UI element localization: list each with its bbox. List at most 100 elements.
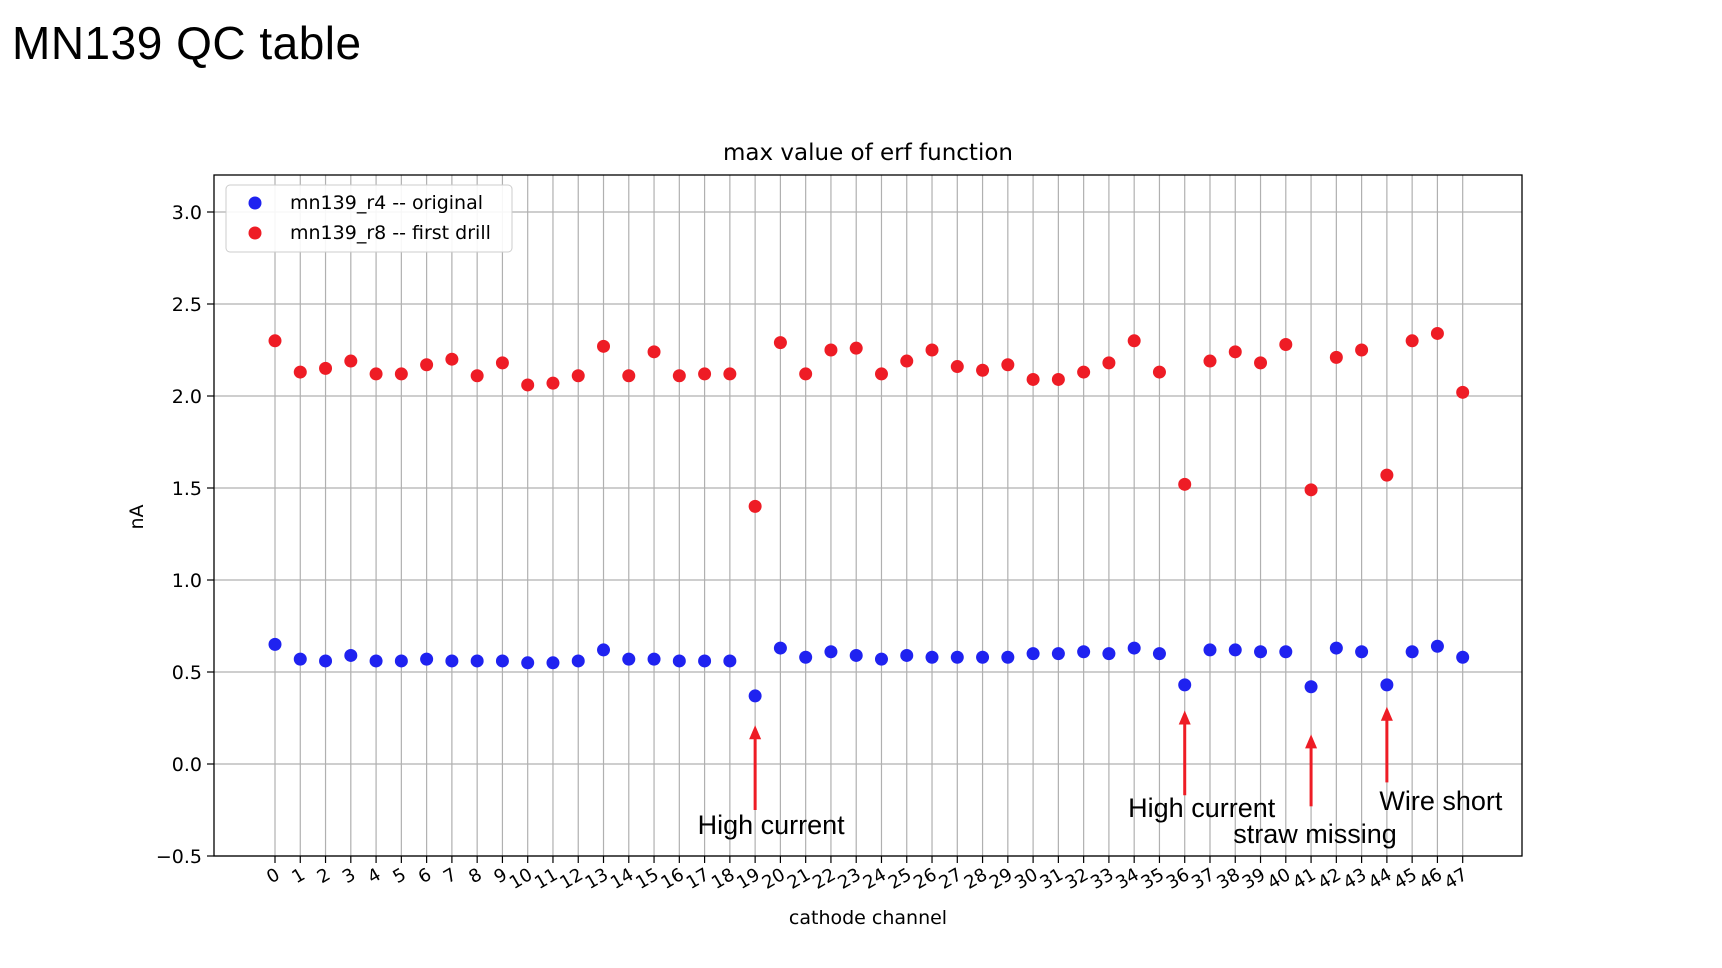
x-tick-label: 12 — [556, 864, 586, 894]
x-tick-label: 6 — [415, 864, 435, 888]
legend-label-r4: mn139_r4 -- original — [290, 192, 483, 214]
y-tick-label: 0.0 — [172, 754, 202, 776]
point-r4 — [874, 652, 888, 666]
x-tick-label: 36 — [1163, 864, 1193, 894]
point-r8 — [647, 345, 661, 359]
y-tick-label: 1.5 — [172, 478, 202, 500]
point-r4 — [1077, 645, 1091, 659]
point-r8 — [1329, 350, 1343, 364]
point-r8 — [1152, 365, 1166, 379]
point-r4 — [1254, 645, 1268, 659]
point-r8 — [1228, 345, 1242, 359]
point-r4 — [597, 643, 611, 657]
y-tick-label: 0.5 — [172, 662, 202, 684]
y-tick-label: −0.5 — [156, 846, 202, 868]
x-tick-label: 42 — [1315, 864, 1345, 894]
point-r8 — [1279, 337, 1293, 351]
point-r8 — [1203, 354, 1217, 368]
annotation-label: straw missing — [1233, 819, 1397, 849]
point-r4 — [546, 656, 560, 670]
annotation-label: High current — [1128, 793, 1276, 823]
point-r8 — [369, 367, 383, 381]
x-tick-label: 19 — [733, 864, 763, 894]
legend-label-r8: mn139_r8 -- first drill — [290, 222, 491, 244]
point-r4 — [1001, 650, 1015, 664]
point-r8 — [1355, 343, 1369, 357]
point-r4 — [420, 652, 434, 666]
point-r4 — [1102, 647, 1116, 661]
point-r4 — [672, 654, 686, 668]
legend-marker-r4 — [248, 196, 262, 210]
x-tick-label: 26 — [910, 864, 940, 894]
x-tick-label: 40 — [1264, 864, 1294, 894]
point-r8 — [672, 369, 686, 383]
chart-title: max value of erf function — [723, 140, 1013, 166]
grid-lines — [214, 175, 1522, 857]
point-r4 — [521, 656, 535, 670]
point-r8 — [319, 361, 333, 375]
point-r4 — [925, 650, 939, 664]
point-r8 — [1456, 385, 1470, 399]
y-tick-label: 3.0 — [172, 202, 202, 224]
x-tick-label: 13 — [582, 864, 612, 894]
point-r4 — [293, 652, 307, 666]
point-r8 — [622, 369, 636, 383]
x-tick-label: 23 — [834, 864, 864, 894]
point-r8 — [950, 360, 964, 374]
point-r8 — [1254, 356, 1268, 370]
point-r8 — [698, 367, 712, 381]
x-tick-label: 39 — [1239, 864, 1269, 894]
point-r4 — [394, 654, 408, 668]
x-tick-label: 43 — [1340, 864, 1370, 894]
point-r8 — [546, 376, 560, 390]
plot-frame — [213, 174, 1523, 857]
point-r4 — [849, 648, 863, 662]
x-tick-label: 35 — [1138, 864, 1168, 894]
point-r8 — [597, 339, 611, 353]
slide-title: MN139 QC table — [12, 17, 362, 69]
x-tick-label: 3 — [339, 864, 359, 888]
point-r4 — [319, 654, 333, 668]
point-r4 — [1178, 678, 1192, 692]
x-tick-label: 16 — [657, 864, 687, 894]
x-tick-label: 10 — [506, 864, 536, 894]
point-r8 — [1077, 365, 1091, 379]
x-tick-label: 15 — [632, 864, 662, 894]
point-r8 — [1430, 326, 1444, 340]
x-tick-label: 38 — [1213, 864, 1243, 894]
x-tick-label: 44 — [1365, 864, 1395, 894]
point-r8 — [773, 336, 787, 350]
x-tick-label: 46 — [1416, 864, 1446, 894]
annotation-arrow-head — [749, 725, 762, 740]
point-r8 — [571, 369, 585, 383]
data-points — [268, 326, 1470, 703]
point-r8 — [723, 367, 737, 381]
point-r4 — [976, 650, 990, 664]
x-tick-label: 2 — [314, 864, 334, 888]
y-axis: −0.5 0.0 0.5 1.0 1.5 2.0 2.5 3.0 — [156, 202, 214, 868]
x-tick-label: 31 — [1037, 864, 1067, 894]
point-r4 — [1430, 639, 1444, 653]
y-axis-label: nA — [126, 504, 148, 529]
x-tick-label: 8 — [465, 864, 485, 888]
point-r4 — [1127, 641, 1141, 655]
point-r4 — [1279, 645, 1293, 659]
point-r4 — [369, 654, 383, 668]
point-r8 — [976, 363, 990, 377]
point-r4 — [773, 641, 787, 655]
point-r4 — [647, 652, 661, 666]
x-tick-label: 34 — [1112, 864, 1142, 894]
point-r4 — [1152, 647, 1166, 661]
point-r4 — [571, 654, 585, 668]
legend-box — [225, 184, 513, 253]
x-tick-label: 20 — [759, 864, 789, 894]
x-tick-label: 37 — [1188, 864, 1218, 894]
point-r8 — [824, 343, 838, 357]
x-axis: 0 1 2 3 4 5 6 7 8 9101112131415161718192021222324… — [263, 856, 1471, 894]
point-r4 — [344, 648, 358, 662]
point-r4 — [622, 652, 636, 666]
point-r4 — [1405, 645, 1419, 659]
x-tick-label: 1 — [288, 864, 308, 888]
point-r4 — [495, 654, 509, 668]
